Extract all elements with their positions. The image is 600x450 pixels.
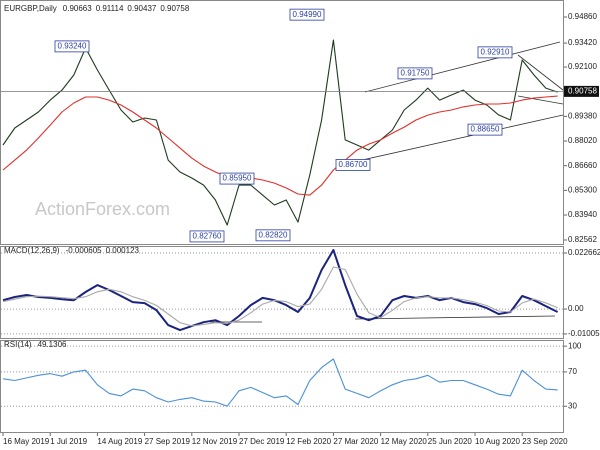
annotation-box: [397, 67, 433, 80]
series-line: [2, 39, 558, 226]
header-value: 49.1306: [38, 340, 67, 349]
y-tick-label: 0.89380: [568, 111, 597, 120]
rsi-pane: [0, 340, 564, 433]
macd-support: [354, 315, 556, 320]
triangle-upper: [517, 54, 564, 91]
series-line: [2, 249, 559, 332]
y-tick-label: 30: [568, 401, 577, 410]
annotation-label: 0.93240: [58, 41, 87, 50]
annotation-label: 0.92910: [481, 47, 510, 56]
annotation-label: 0.85950: [223, 174, 252, 183]
x-tick-label: 27 Dec 2019: [239, 437, 285, 446]
x-tick-label: 10 Aug 2020: [475, 437, 520, 446]
header-value: 0.90663: [63, 4, 92, 13]
x-tick-label: 16 May 2019: [3, 437, 50, 446]
annotation-label: 0.82760: [193, 232, 222, 241]
x-tick-label: 27 Sep 2019: [145, 437, 191, 446]
series-line: [2, 266, 558, 327]
header-value: 0.90758: [160, 4, 189, 13]
x-tick-label: 14 Aug 2019: [97, 437, 142, 446]
x-tick-label: 25 Jun 2020: [428, 437, 473, 446]
annotation-label: 0.94990: [293, 10, 322, 19]
y-tick-label: 0.85300: [568, 185, 597, 194]
annotation-box: [335, 159, 371, 171]
y-tick-label: 100: [568, 341, 582, 350]
y-tick-label: 0.94860: [568, 12, 597, 21]
x-tick-label: 27 Mar 2020: [333, 437, 378, 446]
price-pane: [0, 0, 564, 245]
y-tick-label: 0.92100: [568, 62, 597, 71]
macd-pane: [0, 246, 564, 339]
x-tick-label: 12 Nov 2019: [192, 437, 238, 446]
x-tick-label: 23 Sep 2020: [522, 437, 568, 446]
pane-title: RSI(14): [4, 340, 32, 349]
pane-header: RSI(14) 49.1306: [4, 340, 67, 349]
pane-title: MACD(12,26,9): [4, 246, 60, 255]
pane-header: EURGBP,Daily 0.90663 0.91114 0.90437 0.90758: [4, 4, 190, 13]
annotation-box: [255, 229, 291, 242]
triangle-lower: [517, 95, 564, 105]
annotation-box: [54, 40, 90, 53]
header-value: 0.90437: [127, 4, 156, 13]
y-tick-label: 0.83940: [568, 210, 597, 219]
annotation-box: [189, 230, 225, 243]
annotation-label: 0.88650: [471, 125, 500, 134]
y-tick-label: 70: [568, 367, 577, 376]
pane-header: MACD(12,26,9) -0.000605 0.000123: [4, 246, 140, 255]
annotation-label: 0.91750: [401, 69, 430, 78]
last-price-box: [564, 85, 599, 97]
annotation-label: 0.86700: [339, 160, 368, 169]
series-line: [2, 95, 558, 196]
watermark: ActionForex.com: [35, 199, 170, 219]
annotation-box: [289, 8, 325, 21]
y-tick-label: 0.022662: [568, 248, 600, 257]
x-tick-label: 12 Feb 2020: [286, 437, 331, 446]
y-tick-label: 0.00: [568, 304, 584, 313]
channel-lower: [339, 114, 564, 166]
y-tick-label: 0.88020: [568, 136, 597, 145]
annotation-box: [477, 46, 513, 59]
pane-title: EURGBP,Daily: [4, 4, 57, 13]
y-tick-label: -0.010052: [568, 329, 600, 338]
header-value: 0.91114: [96, 4, 124, 13]
header-value: -0.000605: [66, 246, 103, 255]
y-tick-label: 0.82562: [568, 235, 597, 244]
y-tick-label: 0.86660: [568, 161, 597, 170]
x-tick-label: 1 Jul 2019: [50, 437, 87, 446]
annotation-label: 0.82820: [259, 230, 288, 239]
y-tick-label: 0.93420: [568, 38, 597, 47]
last-price-label: 0.90758: [568, 86, 597, 95]
annotation-box: [219, 172, 255, 185]
channel-upper: [364, 41, 561, 93]
header-value: 0.000123: [106, 246, 140, 255]
annotation-box: [467, 123, 503, 136]
series-line: [2, 358, 558, 407]
x-tick-label: 12 May 2020: [381, 437, 428, 446]
